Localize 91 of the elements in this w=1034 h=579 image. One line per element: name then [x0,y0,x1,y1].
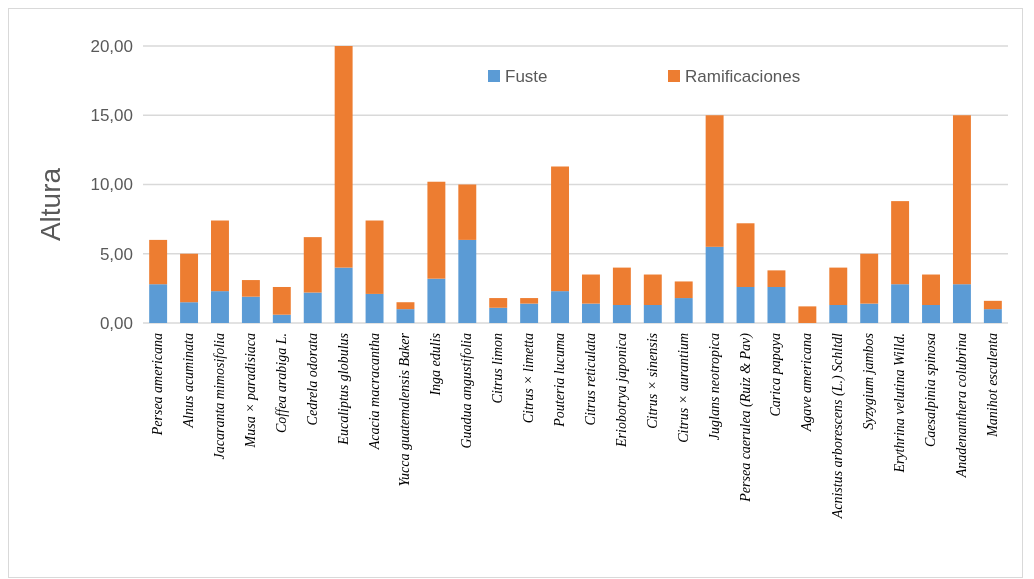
bar [334,46,353,268]
y-tick-label: 15,00 [90,106,133,126]
legend-label: Ramificaciones [685,66,801,86]
bar [180,253,199,303]
x-tick-label: Acacia macracantha [366,333,382,451]
bar [272,286,291,315]
bar [983,300,1002,310]
bar [643,305,662,323]
bar [798,306,817,323]
bar [303,237,322,293]
bar [767,270,786,287]
bar [211,220,229,292]
bar [489,307,508,323]
x-tick-label: Coffea arabiga L. [273,333,289,433]
x-tick-label: Citrus × limetta [521,333,537,424]
bar [829,267,848,305]
x-tick-label: Citrus × aurantium [675,333,691,443]
bar [891,284,910,323]
bar [551,166,570,292]
bar [736,223,755,287]
bar [334,267,353,323]
bar [272,314,291,323]
y-axis-title: Altura [35,167,66,242]
x-tick-label: Inga edulis [428,332,444,397]
x-tick-label: Persea caerulea (Ruiz & Pav) [737,332,754,503]
bar [581,303,600,323]
bar [241,280,260,297]
x-tick-label: Yucca guatemalensis Baker [397,332,413,487]
bar [736,286,755,323]
bar [922,274,940,305]
bar [643,274,662,305]
bar [674,281,693,299]
x-tick-label: Cedrela odorata [304,333,320,426]
x-tick-label: Citrus limon [490,333,506,404]
bar [365,293,384,323]
legend-label: Fuste [505,66,548,86]
bar [458,184,477,240]
bar [983,309,1002,323]
x-tick-label: Syzygium jambos [861,332,877,430]
bar [952,115,971,285]
bar [520,298,539,304]
x-tick-label: Eucaliptus globulus [335,332,351,446]
bar [612,305,631,323]
bar [860,303,879,323]
bar [241,296,260,323]
bar [612,267,631,305]
bar [180,302,199,323]
bar [860,253,879,304]
bar [149,239,168,285]
y-tick-label: 5,00 [99,244,133,264]
bar [365,220,384,294]
x-tick-label: Carica papaya [768,333,784,417]
bar [303,292,322,323]
bar [952,284,971,323]
bar [396,302,415,310]
x-tick-label: Agave americana [799,333,815,433]
x-tick-label: Guadua angustifolia [459,333,475,449]
bar [211,291,229,323]
x-tick-label: Juglans neotropica [706,333,722,441]
x-tick-label: Persea americana [150,333,166,437]
x-tick-label: Alnus acuminata [181,333,197,429]
y-tick-label: 20,00 [90,36,133,56]
bar [581,274,600,304]
bar [829,305,848,323]
bar [922,305,940,323]
bar [520,303,539,323]
bar [705,246,724,323]
x-tick-label: Pouteria lucuma [552,333,568,428]
bar [427,181,446,279]
x-tick-label: Jacaranta mimosifolia [211,333,227,460]
x-tick-label: Manihot esculenta [984,333,1000,438]
y-tick-label: 0,00 [99,313,133,333]
bar [891,201,910,285]
x-tick-label: Musa × paradisiaca [242,333,258,449]
bar [489,298,508,308]
bar [427,278,446,323]
bar [674,298,693,323]
x-tick-label: Erythrina velutina Willd. [892,333,908,474]
bar [149,284,168,323]
x-tick-label: Caesalpinia spinosa [923,333,939,447]
bar [705,115,724,247]
bar [551,291,570,323]
bar [458,239,477,323]
x-tick-label: Acnistus arborescens (L.) Schltdl [830,332,847,520]
bar [767,286,786,323]
bar [396,309,415,323]
y-tick-label: 10,00 [90,175,133,195]
x-tick-label: Eriobotrya japonica [613,333,629,448]
x-tick-label: Citrus × sinensis [644,332,660,429]
x-tick-label: Citrus reticulata [582,333,598,426]
x-tick-label: Anadenanthera colubrina [953,333,969,479]
